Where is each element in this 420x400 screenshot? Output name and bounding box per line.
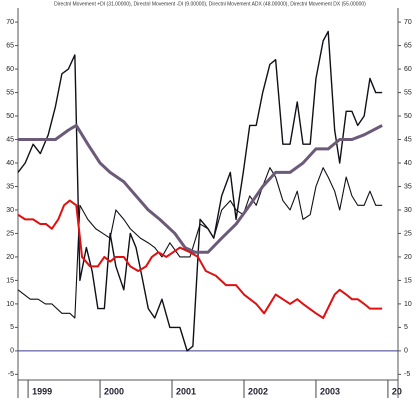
x-tick-label: 2002	[248, 386, 268, 396]
x-tick-label: 2001	[176, 386, 196, 396]
y-tick-label: 65	[6, 42, 14, 49]
y-tick-label: 20	[6, 254, 14, 261]
y-tick-label: 5	[10, 324, 14, 331]
x-tick-label: 2000	[104, 386, 124, 396]
y-tick-label-right: 50	[404, 113, 412, 120]
y-tick-label-right: 0	[404, 348, 408, 355]
series-line	[17, 167, 383, 319]
x-tick-label: 2003	[320, 386, 340, 396]
chart-title: Directnl Movement +DI (31.00000), Direct…	[54, 1, 366, 7]
y-tick-label-right: 10	[404, 301, 412, 308]
x-tick-label: 1999	[32, 386, 52, 396]
series-line	[17, 199, 383, 319]
y-tick-label-right: 65	[404, 42, 412, 49]
y-tick-label: 25	[6, 230, 14, 237]
y-tick-label: 70	[6, 19, 14, 26]
y-tick-label-right: -5	[404, 371, 410, 378]
y-tick-label-right: 55	[404, 89, 412, 96]
y-tick-label: 35	[6, 183, 14, 190]
series-line	[18, 123, 383, 254]
y-tick-label: 10	[6, 301, 14, 308]
series-line	[17, 30, 383, 352]
y-tick-label: 30	[6, 207, 14, 214]
y-tick-label-right: 45	[404, 136, 412, 143]
y-tick-label: 55	[6, 89, 14, 96]
y-tick-label-right: 60	[404, 66, 412, 73]
y-tick-label: 60	[6, 66, 14, 73]
y-tick-label-right: 15	[404, 277, 412, 284]
x-tick-label: 20	[392, 386, 402, 396]
y-tick-label-right: 70	[404, 19, 412, 26]
y-tick-label: -5	[8, 371, 14, 378]
y-tick-label-right: 5	[404, 324, 408, 331]
y-tick-label: 45	[6, 136, 14, 143]
y-tick-label: 15	[6, 277, 14, 284]
y-tick-label-right: 35	[404, 183, 412, 190]
y-tick-label-right: 40	[404, 160, 412, 167]
y-tick-label-right: 25	[404, 230, 412, 237]
y-tick-label: 50	[6, 113, 14, 120]
y-tick-label-right: 20	[404, 254, 412, 261]
y-tick-label: 40	[6, 160, 14, 167]
y-tick-label-right: 30	[404, 207, 412, 214]
y-tick-label: 0	[10, 348, 14, 355]
